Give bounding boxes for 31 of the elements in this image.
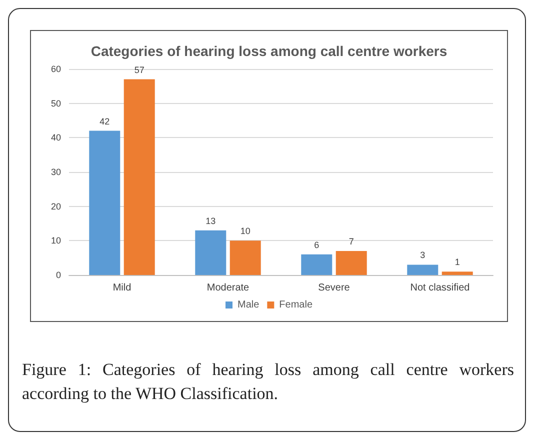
bar	[336, 250, 367, 275]
data-label: 7	[348, 236, 354, 246]
bar	[407, 264, 438, 275]
bar	[230, 240, 261, 275]
data-label: 13	[206, 216, 216, 226]
data-label: 3	[420, 250, 426, 260]
y-tick-label: 60	[50, 64, 61, 74]
data-label: 6	[314, 240, 320, 250]
bar	[301, 254, 332, 275]
y-tick-label: 40	[50, 132, 61, 143]
data-label: 42	[100, 116, 110, 126]
y-tick-label: 0	[56, 270, 61, 280]
data-label: 10	[240, 226, 250, 236]
y-tick-label: 10	[50, 236, 61, 246]
x-tick-label: Mild	[112, 282, 132, 294]
data-label: 1	[454, 257, 460, 268]
y-tick-label: 20	[50, 201, 61, 212]
bar	[442, 272, 473, 275]
bar	[124, 79, 155, 275]
legend-label: Female	[279, 300, 313, 310]
x-tick-label: Severe	[318, 282, 350, 294]
bar	[89, 130, 120, 275]
data-label: 57	[134, 64, 144, 75]
y-tick-label: 30	[50, 167, 61, 177]
caption: Figure 1: Categories of hearing loss among call centre workers according to the WHO Classification.	[22, 359, 514, 405]
y-tick-label: 50	[50, 98, 61, 108]
chart-title: Categories of hearing loss among call centre workers	[90, 43, 448, 59]
legend-label: Male	[237, 300, 260, 310]
x-tick-label: Not classified	[410, 282, 470, 294]
x-tick-label: Moderate	[206, 282, 250, 294]
bar	[195, 230, 226, 275]
